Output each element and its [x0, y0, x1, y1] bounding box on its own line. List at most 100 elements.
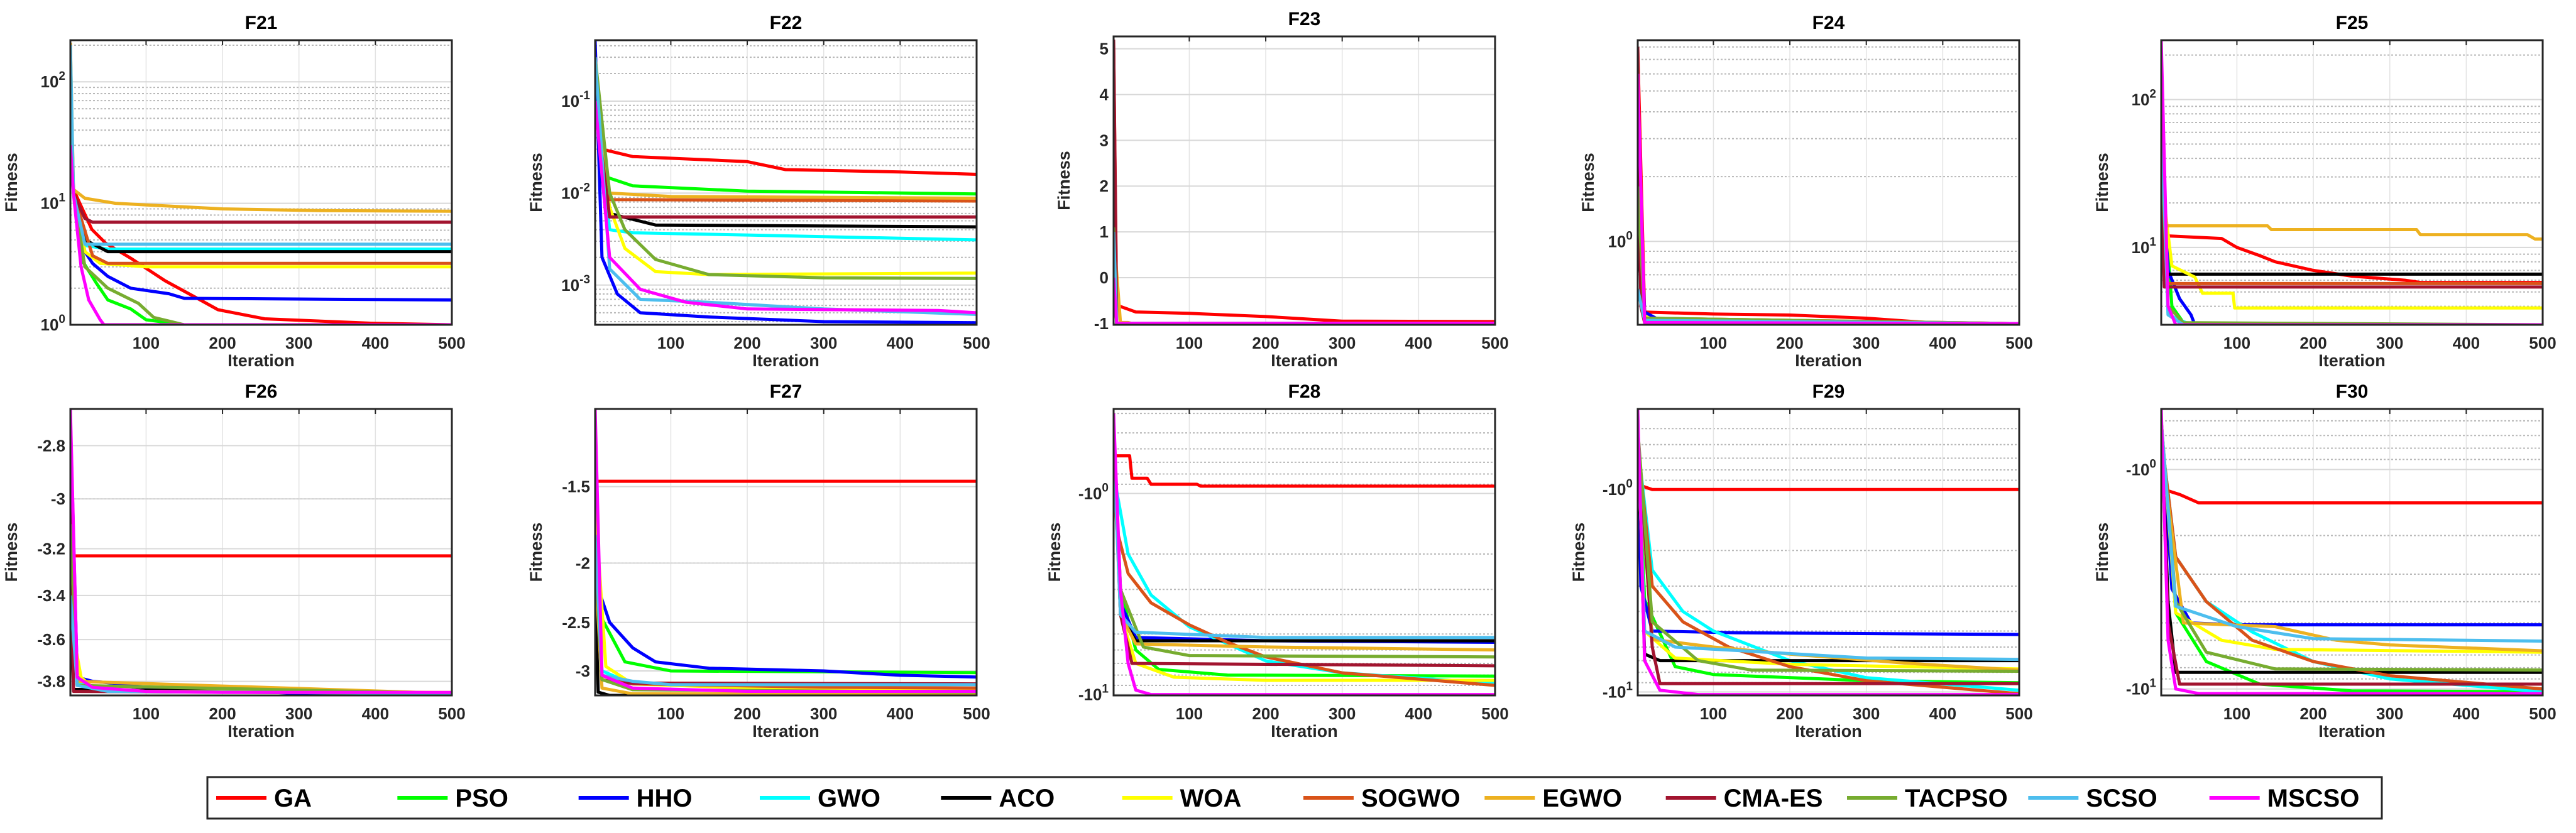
series-line-mscso	[1638, 74, 2019, 325]
y-tick-label: 0	[1100, 268, 1109, 287]
y-tick-label: 10-3	[561, 273, 590, 295]
legend-entry-scso: SCSO	[2028, 785, 2157, 812]
y-tick-label: -100	[1078, 482, 1109, 503]
x-axis-label: Iteration	[2318, 351, 2386, 370]
x-tick-label: 200	[2299, 704, 2327, 723]
x-tick-label: 200	[1252, 704, 1279, 723]
axes-box	[1636, 408, 2020, 697]
axes-box	[2160, 408, 2544, 697]
x-tick-label: 300	[1329, 334, 1356, 352]
y-tick-label: 102	[2132, 87, 2157, 109]
x-tick-label: 100	[1700, 334, 1727, 352]
subplot-title: F24	[1812, 13, 1845, 33]
legend-label: TACPSO	[1905, 785, 2008, 812]
y-tick-label: -100	[1603, 477, 1633, 499]
x-tick-label: 300	[810, 334, 837, 352]
subplot-title: F25	[2336, 13, 2369, 33]
x-tick-label: 100	[133, 704, 160, 723]
y-tick-label: 5	[1100, 40, 1109, 58]
legend-entry-aco: ACO	[941, 785, 1055, 812]
legend-entry-egwo: EGWO	[1484, 785, 1622, 812]
y-tick-label: 100	[1608, 229, 1633, 251]
subplot-grid: 100 200 300 400 500100101102F21IterationFitn…	[2, 9, 2557, 741]
y-tick-label: -2	[576, 553, 590, 572]
legend-entry-woa: WOA	[1122, 785, 1241, 812]
x-tick-label: 400	[1405, 704, 1432, 723]
series-group	[1638, 46, 2019, 325]
axes-box	[69, 408, 453, 697]
x-tick-label: 500	[1481, 334, 1508, 352]
y-tick-label: -101	[1078, 683, 1109, 704]
y-tick-label: 1	[1100, 222, 1109, 241]
legend-entry-cma-es: CMA-ES	[1665, 785, 1822, 812]
y-axis-label: Fitness	[1055, 151, 1073, 210]
x-tick-label: 200	[1252, 334, 1279, 352]
x-tick-label: 300	[810, 704, 837, 723]
y-tick-label: 2	[1100, 177, 1109, 195]
x-axis-label: Iteration	[227, 351, 295, 370]
x-tick-label: 100	[1176, 704, 1203, 723]
y-tick-label: -2.5	[562, 613, 590, 632]
plot-area	[70, 40, 452, 325]
series-group	[70, 42, 452, 325]
subplot-title: F23	[1288, 9, 1321, 30]
x-tick-label: 200	[733, 704, 760, 723]
series-line-mscso	[70, 409, 452, 694]
x-tick-label: 200	[209, 704, 236, 723]
plot-area	[595, 40, 977, 325]
x-tick-label: 400	[887, 334, 914, 352]
series-group	[1638, 409, 2019, 695]
plot-area	[1638, 409, 2019, 695]
series-line-sogwo	[1114, 449, 1495, 687]
legend-label: SCSO	[2086, 785, 2157, 812]
axes-box	[1112, 35, 1496, 326]
x-axis-label: Iteration	[2318, 722, 2386, 741]
plot-area	[1114, 36, 1495, 325]
y-axis-label: Fitness	[2093, 153, 2112, 212]
x-tick-label: 400	[362, 704, 389, 723]
series-group	[1114, 413, 1495, 695]
series-group	[2161, 409, 2543, 695]
y-axis-label: Fitness	[1569, 523, 1588, 582]
y-tick-label: -101	[1603, 680, 1633, 702]
legend-label: PSO	[455, 785, 508, 812]
x-tick-label: 500	[1481, 704, 1508, 723]
subplot-f24: 100 200 300 400 500 100 F24 Iteration Fitness	[1579, 13, 2033, 370]
legend-entry-sogwo: SOGWO	[1303, 785, 1461, 812]
subplot-f25: 100 200 300 400 500 101 102 F25 Iteration Fitness	[2093, 13, 2557, 370]
series-line-gwo	[1638, 444, 2019, 692]
series-line-mscso	[595, 101, 977, 315]
axes-box	[594, 408, 978, 697]
x-axis-label: Iteration	[752, 351, 819, 370]
subplot-f27: 100 200 300 400 500 -1.5 -2 -2.5 -3 F27 Iteration F…	[527, 381, 990, 741]
axes-box	[1112, 408, 1496, 697]
x-tick-label: 100	[2223, 704, 2250, 723]
legend: GA PSO HHO GWO ACO WOA SOGWO EGWO CMA-ES TACPSO SC…	[206, 776, 2383, 820]
axes-box	[69, 39, 453, 326]
x-tick-label: 500	[438, 334, 465, 352]
x-tick-label: 500	[2005, 334, 2032, 352]
subplot-f21: 100 200 300 400 500 100 101 102 F21 Iteration Fitn…	[2, 13, 466, 370]
x-tick-label: 200	[2299, 334, 2327, 352]
y-tick-label: -3.8	[37, 672, 65, 691]
axes-box	[1636, 39, 2020, 326]
x-tick-label: 400	[887, 704, 914, 723]
x-tick-label: 400	[362, 334, 389, 352]
axes-box	[594, 39, 978, 326]
y-tick-label: 3	[1100, 131, 1109, 150]
x-tick-label: 100	[1176, 334, 1203, 352]
x-tick-label: 500	[2529, 334, 2556, 352]
series-group	[70, 409, 452, 695]
x-tick-label: 300	[1853, 704, 1880, 723]
legend-entry-pso: PSO	[397, 785, 508, 812]
y-tick-label: 101	[2132, 236, 2157, 257]
x-tick-label: 200	[1776, 704, 1803, 723]
subplot-f28: 100 200 300 400 500 -100 -101 F28 Iteration Fitne…	[1045, 381, 1509, 741]
legend-label: EGWO	[1542, 785, 1622, 812]
axes-box	[2160, 39, 2544, 326]
legend-label: MSCSO	[2267, 785, 2360, 812]
y-tick-label: -1.5	[562, 477, 590, 496]
x-axis-label: Iteration	[752, 722, 819, 741]
legend-label: HHO	[637, 785, 693, 812]
